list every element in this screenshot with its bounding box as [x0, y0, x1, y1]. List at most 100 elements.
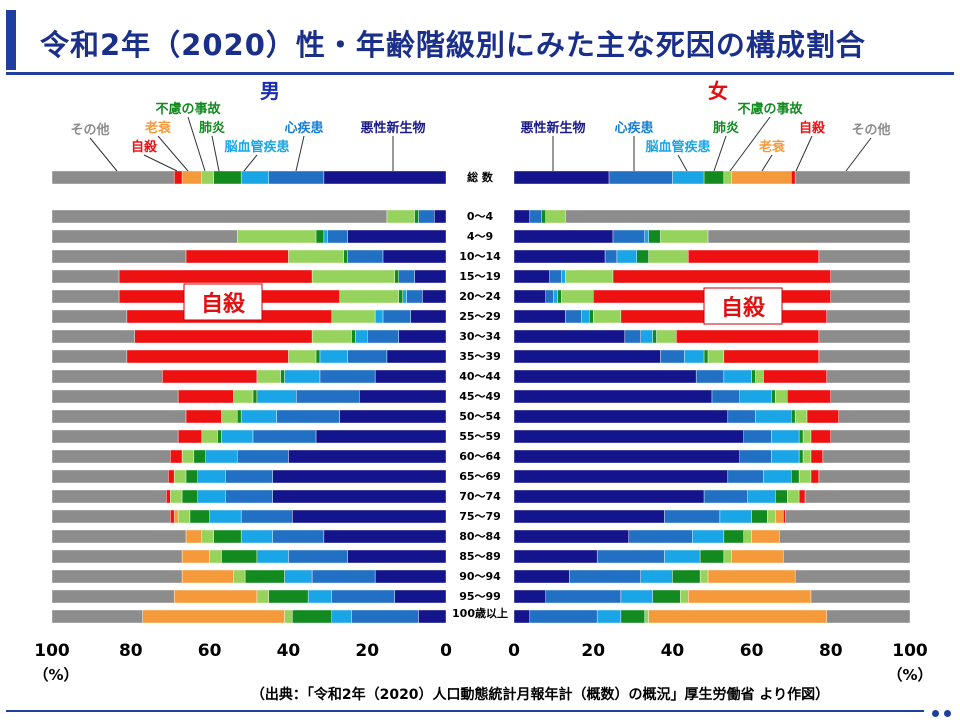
- bar-segment: [173, 469, 187, 484]
- legend-label: 肺炎: [713, 120, 739, 136]
- bar-segment: [723, 369, 752, 384]
- row-label: 総 数: [467, 170, 494, 184]
- bar-segment: [323, 170, 447, 185]
- row-label: 100歳以上: [452, 606, 508, 620]
- row-label: 95～99: [459, 590, 501, 603]
- bar-segment: [513, 309, 566, 324]
- bar-segment: [347, 349, 388, 364]
- bar-segment: [783, 509, 786, 524]
- bar-segment: [596, 609, 622, 624]
- bar-segment: [418, 209, 435, 224]
- bar-segment: [640, 569, 673, 584]
- bar-segment: [513, 549, 598, 564]
- bar-segment: [826, 609, 911, 624]
- bar-segment: [755, 369, 764, 384]
- bar-segment: [711, 389, 740, 404]
- bar-segment: [830, 389, 911, 404]
- bar-segment: [703, 349, 709, 364]
- bar-segment: [51, 429, 179, 444]
- bar-segment: [181, 569, 234, 584]
- bar-segment: [739, 389, 772, 404]
- row-label: 75～79: [459, 510, 501, 523]
- bar-segment: [386, 349, 447, 364]
- bar-segment: [802, 429, 812, 444]
- bar-segment: [664, 549, 701, 564]
- legend-leader: [243, 154, 258, 172]
- bar-segment: [185, 469, 198, 484]
- bar-segment: [418, 609, 447, 624]
- bar-segment: [256, 549, 289, 564]
- decor-dot: [944, 710, 951, 717]
- bar-segment: [513, 489, 705, 504]
- bar-segment: [723, 170, 733, 185]
- bar-segment: [169, 449, 183, 464]
- bar-segment: [802, 449, 812, 464]
- row-label: 15～19: [459, 270, 501, 283]
- legend-leader: [89, 137, 118, 172]
- bar-segment: [541, 209, 546, 224]
- bar-segment: [794, 409, 808, 424]
- bar-segment: [513, 269, 550, 284]
- row-label: 80～84: [459, 530, 501, 543]
- bar-segment: [422, 289, 447, 304]
- bar-segment: [166, 489, 171, 504]
- bar-segment: [162, 369, 258, 384]
- bar-segment: [240, 509, 293, 524]
- bar-segment: [751, 509, 768, 524]
- bar-segment: [684, 349, 705, 364]
- bar-segment: [513, 449, 740, 464]
- x-unit-label: （%）: [33, 666, 78, 684]
- bar-segment: [513, 289, 546, 304]
- bar-segment: [169, 489, 183, 504]
- bar-segment: [810, 589, 911, 604]
- bar-segment: [284, 369, 321, 384]
- row-label: 65～69: [459, 470, 501, 483]
- legend-label: 心疾患: [284, 120, 323, 136]
- bar-segment: [414, 209, 419, 224]
- bar-segment: [826, 309, 911, 324]
- bar-segment: [767, 509, 776, 524]
- bar-segment: [561, 269, 566, 284]
- bar-segment: [236, 449, 289, 464]
- bar-segment: [51, 349, 128, 364]
- bar-segment: [217, 429, 222, 444]
- bar-segment: [565, 309, 582, 324]
- bar-segment: [739, 449, 772, 464]
- bar-segment: [236, 229, 317, 244]
- row-label: 4～9: [467, 230, 493, 243]
- bar-segment: [185, 409, 222, 424]
- bar-segment: [699, 549, 725, 564]
- bar-segment: [513, 229, 614, 244]
- bar-segment: [680, 589, 689, 604]
- bar-segment: [201, 429, 218, 444]
- bar-segment: [288, 349, 317, 364]
- page-title: 令和2年（2020）性・年齢階級別にみた主な死因の構成割合: [40, 28, 866, 62]
- bar-segment: [747, 489, 776, 504]
- bar-segment: [51, 509, 171, 524]
- bar-segment: [225, 469, 273, 484]
- bar-segment: [672, 569, 701, 584]
- bar-segment: [664, 509, 721, 524]
- bar-segment: [323, 229, 328, 244]
- bar-segment: [692, 529, 725, 544]
- legend-leader: [761, 154, 773, 172]
- bar-segment: [775, 389, 788, 404]
- bar-segment: [311, 329, 352, 344]
- bar-segment: [719, 509, 752, 524]
- bar-segment: [640, 329, 653, 344]
- bar-segment: [51, 170, 175, 185]
- bar-segment: [604, 249, 618, 264]
- bar-segment: [355, 329, 368, 344]
- bar-segment: [513, 409, 729, 424]
- legend-label: 不慮の事故: [737, 101, 803, 117]
- bar-segment: [225, 489, 273, 504]
- legend-leader: [713, 135, 727, 172]
- source-note: （出典：「令和2年（2020）人口動態統計月報年計（概数）の概況」厚生労働省 よ…: [251, 686, 829, 703]
- bar-segment: [648, 609, 828, 624]
- bar-segment: [398, 329, 447, 344]
- bar-segment: [798, 449, 804, 464]
- legend-label: 脳血管疾患: [645, 139, 710, 155]
- bar-segment: [319, 349, 348, 364]
- suicide-callout-box-female: [703, 287, 783, 325]
- bar-segment: [707, 229, 911, 244]
